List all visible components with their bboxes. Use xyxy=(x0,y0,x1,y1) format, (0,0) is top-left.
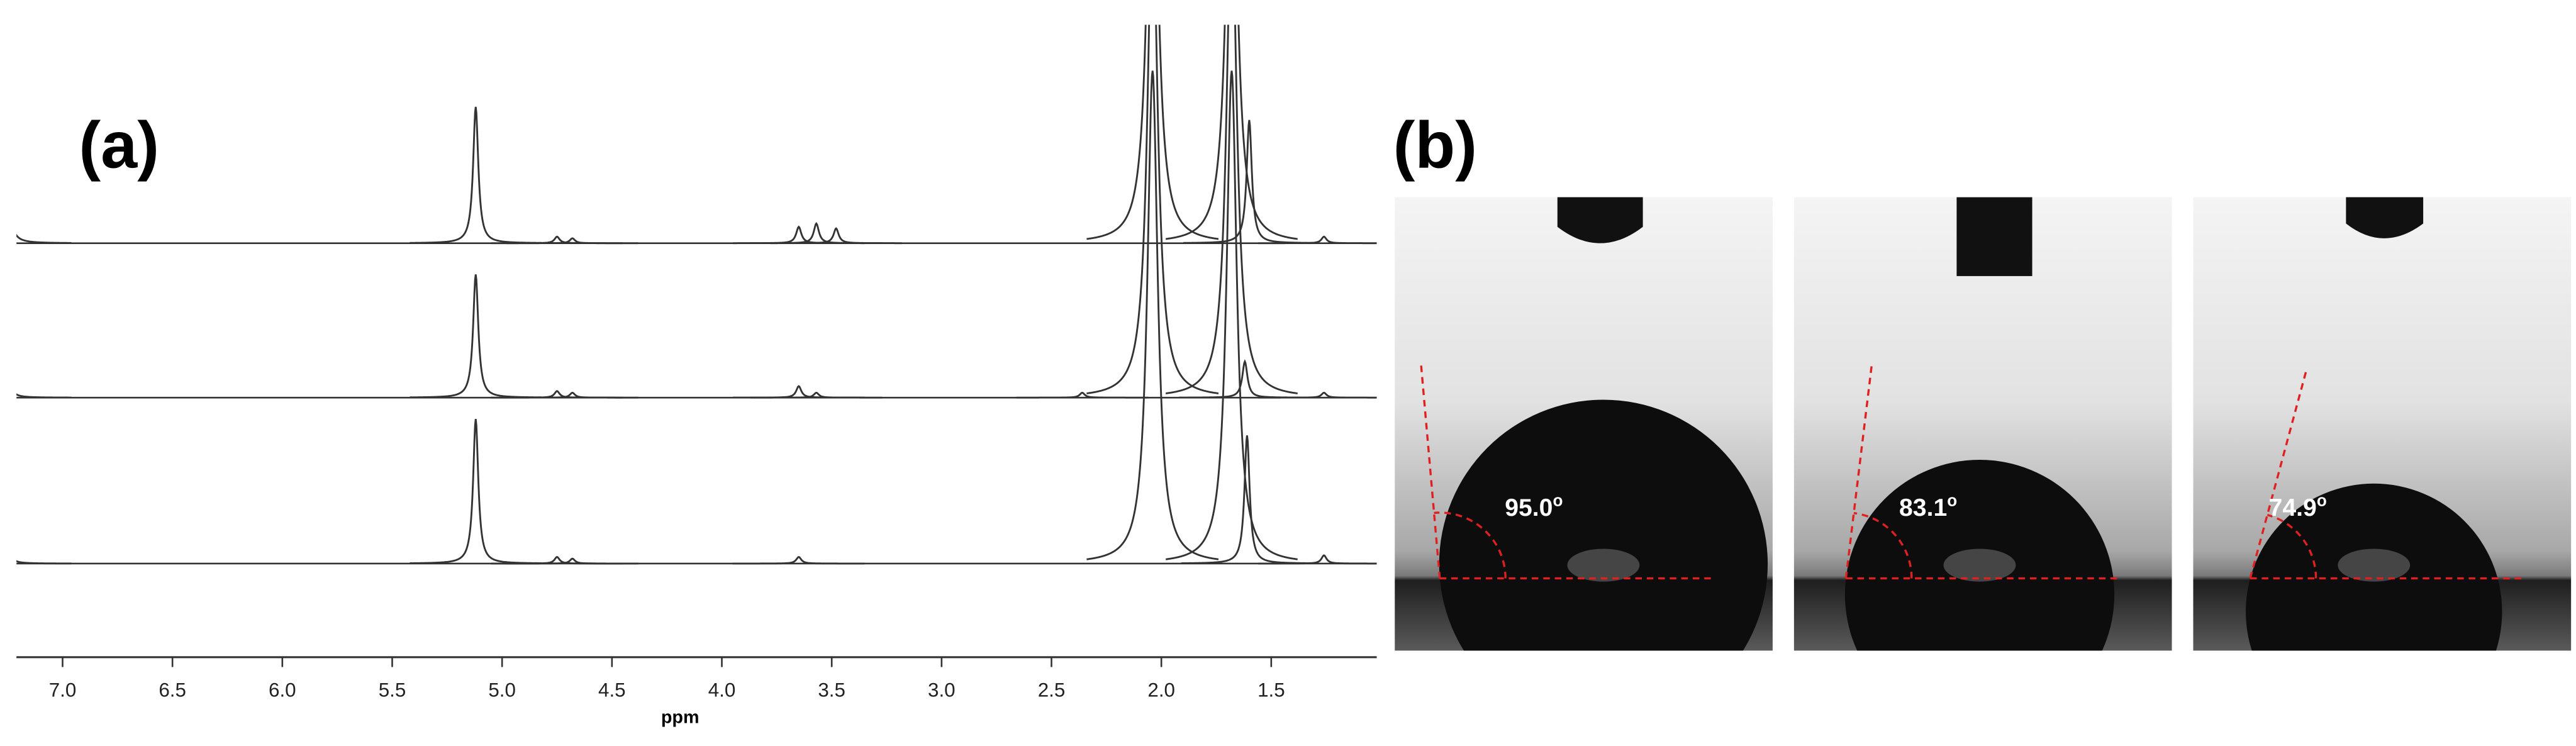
drop xyxy=(1439,399,1768,651)
peak xyxy=(16,233,72,244)
peak xyxy=(1165,25,1298,394)
peak xyxy=(1016,391,1149,399)
reflection xyxy=(2338,548,2411,582)
x-tick-label: 2.5 xyxy=(1038,679,1066,701)
tangent-line xyxy=(1420,365,1441,579)
x-tick-label: 4.5 xyxy=(598,679,626,701)
reflection xyxy=(1943,548,2016,582)
peak xyxy=(750,391,883,399)
needle xyxy=(2346,197,2424,238)
peak xyxy=(1165,70,1298,560)
spectra xyxy=(16,25,1377,565)
tangent-line xyxy=(1844,366,1873,579)
drop xyxy=(1844,460,2115,651)
peak xyxy=(410,418,542,564)
angle-arc xyxy=(1853,512,1913,579)
degree-mark: o xyxy=(1947,491,1957,510)
angle-value: 74.9 xyxy=(2269,494,2317,521)
x-tick-label: 5.0 xyxy=(488,679,516,701)
needle xyxy=(1956,197,2032,276)
x-tick-label: 1.5 xyxy=(1257,679,1285,701)
peak xyxy=(1165,25,1298,240)
x-tick-label: 4.0 xyxy=(708,679,736,701)
angle-value: 95.0 xyxy=(1505,494,1553,521)
peak xyxy=(1086,70,1219,560)
x-tick-label: 5.5 xyxy=(379,679,406,701)
peak xyxy=(1086,25,1219,394)
peak xyxy=(750,221,883,245)
angle-label: 83.1o xyxy=(1899,491,1957,522)
peak xyxy=(410,274,542,399)
drop-group xyxy=(2246,483,2502,651)
drop-group xyxy=(1439,399,1768,651)
photos: 95.0o 83.1o 74.9o xyxy=(1395,197,2572,651)
peak xyxy=(506,557,638,565)
needle xyxy=(1557,197,1643,243)
degree-mark: o xyxy=(2317,491,2327,510)
peak xyxy=(506,391,638,399)
peak xyxy=(1086,25,1219,240)
degree-mark: o xyxy=(1553,491,1563,510)
x-tick-label: 6.5 xyxy=(159,679,186,701)
panel-label: (a) xyxy=(79,109,159,182)
x-tick-label: 2.0 xyxy=(1147,679,1175,701)
drop xyxy=(2246,483,2502,651)
x-axis-label: ppm xyxy=(661,707,700,727)
drop-group xyxy=(1844,460,2115,651)
angle-label: 95.0o xyxy=(1505,491,1563,522)
tangent-line xyxy=(2249,372,2307,579)
peak xyxy=(410,106,542,244)
peak xyxy=(1257,554,1377,565)
x-tick-label: 6.0 xyxy=(269,679,296,701)
panel-label: (b) xyxy=(1393,109,1477,182)
peak xyxy=(732,555,865,565)
angle-arc xyxy=(2267,513,2317,579)
angle-value: 83.1 xyxy=(1899,494,1947,521)
peak xyxy=(770,227,902,245)
peak xyxy=(1257,391,1377,399)
peak xyxy=(506,237,638,245)
peak xyxy=(16,393,72,399)
x-tick-label: 7.0 xyxy=(49,679,77,701)
angle-label: 74.9o xyxy=(2269,491,2327,522)
peak xyxy=(1257,235,1377,245)
peak xyxy=(732,385,865,399)
peak xyxy=(1183,120,1315,244)
peak xyxy=(16,560,72,565)
reflection xyxy=(1567,548,1640,582)
x-tick-label: 3.0 xyxy=(928,679,956,701)
x-tick-label: 3.5 xyxy=(818,679,845,701)
angle-arc xyxy=(1434,511,1507,579)
